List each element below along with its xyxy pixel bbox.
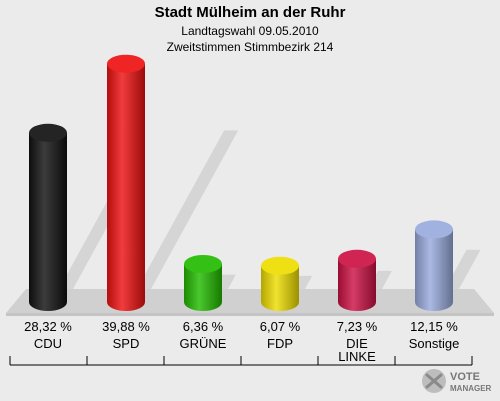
value-label-fdp: 6,07 %	[260, 319, 301, 334]
bar-body-die-linke	[338, 258, 376, 311]
labels: 28,32 % CDU 39,88 % SPD 6,36 % GRÜNE 6,07 % FDP…	[24, 319, 459, 364]
bar-cdu	[29, 123, 67, 311]
ballot-cross-icon	[422, 369, 446, 393]
chart-subtitle-election: Landtagswahl 09.05.2010	[181, 24, 319, 38]
x-axis	[9, 356, 473, 366]
bar-body-spd	[107, 63, 145, 312]
bar-gruene	[184, 254, 222, 311]
chart-title: Stadt Mülheim an der Ruhr	[154, 4, 346, 21]
category-label-cdu: CDU	[34, 336, 62, 351]
bar-shadow-spd	[129, 130, 239, 302]
bar-body-cdu	[29, 132, 67, 311]
bar-top-cdu	[29, 123, 67, 142]
category-label-spd: SPD	[113, 336, 140, 351]
bar-fdp	[261, 256, 299, 311]
bar-top-gruene	[184, 254, 222, 273]
bar-sonstige	[415, 220, 453, 311]
bar-top-sonstige	[415, 220, 453, 239]
votemanager-logo: VOTE MANAGER	[420, 366, 500, 396]
bar-top-die-linke	[338, 249, 376, 268]
value-label-spd: 39,88 %	[102, 319, 150, 334]
bars	[29, 54, 453, 312]
bar-spd	[107, 54, 145, 312]
category-label-fdp: FDP	[267, 336, 293, 351]
floor-front-edge	[6, 313, 494, 316]
category-label-die-linke-line1: DIE	[346, 336, 368, 351]
bar-top-fdp	[261, 256, 299, 275]
bar-top-spd	[107, 54, 145, 73]
value-label-gruene: 6,36 %	[183, 319, 224, 334]
bar-body-gruene	[184, 263, 222, 311]
value-label-die-linke: 7,23 %	[337, 319, 378, 334]
bar-die-linke	[338, 249, 376, 311]
logo-text-manager: MANAGER	[450, 384, 492, 393]
chart-subtitle-district: Zweitstimmen Stimmbezirk 214	[166, 40, 334, 54]
value-label-cdu: 28,32 %	[24, 319, 72, 334]
logo-text-vote: VOTE	[450, 371, 480, 383]
value-label-sonstige: 12,15 %	[410, 319, 458, 334]
bar-body-sonstige	[415, 229, 453, 311]
category-label-gruene: GRÜNE	[180, 336, 227, 351]
bar-body-fdp	[261, 265, 299, 311]
category-label-sonstige: Sonstige	[409, 336, 460, 351]
category-label-die-linke-line2: LINKE	[338, 349, 376, 364]
